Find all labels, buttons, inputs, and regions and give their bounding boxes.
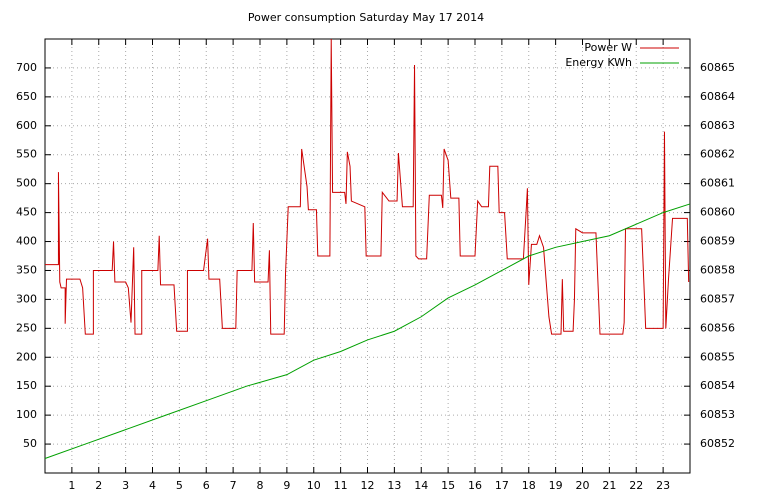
y-tick-label: 700: [16, 61, 37, 74]
x-tick-label: 15: [441, 479, 455, 492]
x-tick-label: 2: [95, 479, 102, 492]
x-tick-label: 14: [414, 479, 428, 492]
x-tick-label: 13: [387, 479, 401, 492]
y2-tick-label: 60865: [700, 61, 735, 74]
y2-tick-label: 60859: [700, 235, 735, 248]
y2-tick-label: 60864: [700, 90, 735, 103]
y2-tick-label: 60861: [700, 177, 735, 190]
x-tick-label: 6: [203, 479, 210, 492]
y-tick-label: 450: [16, 206, 37, 219]
x-tick-label: 18: [522, 479, 536, 492]
x-tick-label: 11: [334, 479, 348, 492]
x-tick-label: 12: [361, 479, 375, 492]
x-tick-label: 8: [257, 479, 264, 492]
series-line: [44, 203, 691, 460]
y2-tick-label: 60853: [700, 408, 735, 421]
y2-tick-label: 60862: [700, 148, 735, 161]
x-tick-label: 9: [283, 479, 290, 492]
y2-tick-label: 60855: [700, 350, 735, 363]
y-tick-label: 300: [16, 292, 37, 305]
x-tick-label: 4: [149, 479, 156, 492]
y2-tick-label: 60856: [700, 321, 735, 334]
y-tick-label: 550: [16, 148, 37, 161]
y2-tick-label: 60854: [700, 379, 735, 392]
y-tick-label: 150: [16, 379, 37, 392]
y-tick-label: 400: [16, 235, 37, 248]
y2-tick-label: 60852: [700, 437, 735, 450]
y2-tick-label: 60857: [700, 292, 735, 305]
x-tick-label: 1: [68, 479, 75, 492]
series-line: [45, 38, 690, 335]
x-tick-label: 17: [495, 479, 509, 492]
x-tick-label: 16: [468, 479, 482, 492]
x-tick-label: 23: [656, 479, 670, 492]
y2-tick-label: 60863: [700, 119, 735, 132]
y-tick-label: 100: [16, 408, 37, 421]
y-tick-label: 500: [16, 177, 37, 190]
y2-tick-label: 60860: [700, 206, 735, 219]
y-tick-label: 650: [16, 90, 37, 103]
legend-label: Power W: [584, 41, 632, 54]
chart-title: Power consumption Saturday May 17 2014: [248, 11, 484, 24]
x-tick-label: 21: [602, 479, 616, 492]
x-tick-label: 22: [629, 479, 643, 492]
x-tick-label: 7: [230, 479, 237, 492]
x-tick-label: 19: [549, 479, 563, 492]
x-tick-label: 10: [307, 479, 321, 492]
x-tick-label: 3: [122, 479, 129, 492]
x-tick-label: 5: [176, 479, 183, 492]
y-tick-label: 250: [16, 321, 37, 334]
y-tick-label: 50: [23, 437, 37, 450]
y-tick-label: 350: [16, 263, 37, 276]
y-tick-label: 200: [16, 350, 37, 363]
y-tick-label: 600: [16, 119, 37, 132]
y2-tick-label: 60858: [700, 263, 735, 276]
plot-frame: [44, 38, 691, 474]
legend-label: Energy KWh: [565, 56, 632, 69]
x-tick-label: 20: [576, 479, 590, 492]
